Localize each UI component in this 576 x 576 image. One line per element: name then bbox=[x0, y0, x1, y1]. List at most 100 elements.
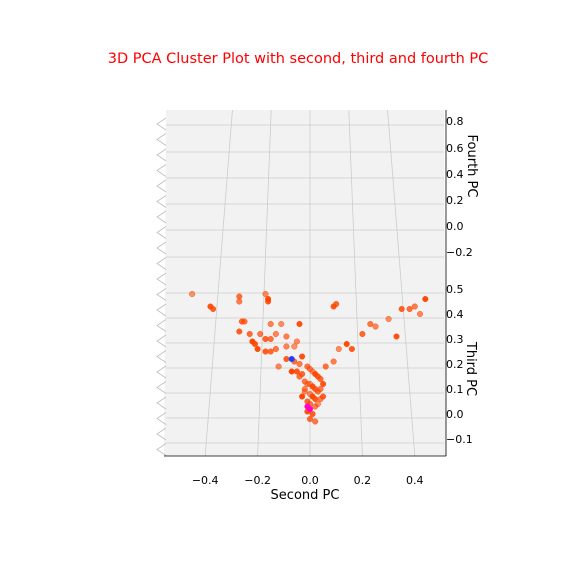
left-wall-stripe bbox=[156, 133, 167, 146]
left-wall-stripe bbox=[156, 241, 167, 255]
data-point bbox=[267, 336, 274, 343]
data-point-blue bbox=[288, 356, 295, 363]
y-tick-label: −0.1 bbox=[446, 433, 473, 446]
data-point bbox=[330, 358, 337, 365]
chart-title: 3D PCA Cluster Plot with second, third a… bbox=[108, 51, 489, 67]
left-wall-stripe bbox=[156, 164, 167, 177]
data-point bbox=[291, 343, 298, 350]
data-point bbox=[367, 321, 374, 328]
data-point bbox=[296, 321, 303, 328]
data-point bbox=[372, 323, 379, 330]
x-tick-label: 0.4 bbox=[406, 474, 424, 487]
data-point bbox=[293, 368, 300, 375]
left-wall-stripe bbox=[156, 257, 167, 270]
left-wall-stripe bbox=[156, 210, 167, 224]
data-point bbox=[301, 388, 308, 395]
data-point bbox=[262, 291, 269, 298]
data-point bbox=[411, 303, 418, 310]
data-point bbox=[312, 418, 319, 425]
grid-lines bbox=[166, 109, 444, 457]
y-tick-label: 0.4 bbox=[446, 308, 464, 321]
y-tick-label: 0.2 bbox=[446, 358, 464, 371]
data-point-magenta bbox=[307, 406, 314, 413]
data-point bbox=[283, 343, 290, 350]
data-point bbox=[406, 306, 413, 313]
data-point bbox=[299, 393, 306, 400]
data-point bbox=[385, 316, 392, 323]
data-point bbox=[272, 331, 279, 338]
left-wall-stripe bbox=[156, 365, 167, 379]
x-tick-label: 0.0 bbox=[301, 474, 319, 487]
y-tick-label: 0.1 bbox=[446, 383, 464, 396]
data-point bbox=[236, 328, 243, 335]
data-point bbox=[307, 416, 314, 423]
left-wall-stripe bbox=[156, 319, 167, 332]
z-tick-label: 0.4 bbox=[446, 168, 464, 181]
data-point bbox=[333, 301, 340, 308]
x-axis-label: Second PC bbox=[271, 488, 340, 503]
data-point bbox=[236, 293, 243, 300]
y-tick-labels: 0.5 0.4 0.3 0.2 0.1 0.0 −0.1 bbox=[446, 283, 473, 446]
data-point bbox=[309, 411, 316, 418]
data-point bbox=[278, 321, 285, 328]
data-point bbox=[343, 341, 350, 348]
data-point bbox=[288, 368, 295, 375]
left-wall-stripe bbox=[156, 443, 167, 456]
data-point bbox=[257, 331, 264, 338]
data-point bbox=[241, 318, 248, 325]
back-pane bbox=[164, 110, 446, 456]
left-wall-stripe bbox=[156, 412, 167, 425]
data-point bbox=[267, 348, 274, 355]
data-point bbox=[254, 346, 261, 353]
data-point bbox=[283, 333, 290, 340]
left-wall-stripe bbox=[156, 396, 167, 410]
data-point bbox=[417, 311, 424, 318]
data-point bbox=[246, 331, 253, 338]
data-point bbox=[317, 386, 324, 393]
left-wall-stripe bbox=[156, 272, 167, 286]
data-point bbox=[275, 363, 282, 370]
z-tick-label: 0.8 bbox=[446, 115, 464, 128]
left-wall-stripe bbox=[156, 195, 167, 208]
data-point bbox=[251, 341, 258, 348]
left-wall bbox=[156, 117, 167, 456]
y-axis-label: Third PC bbox=[463, 341, 478, 396]
left-wall-stripe bbox=[156, 427, 167, 441]
data-point bbox=[262, 348, 269, 355]
z-tick-label: −0.2 bbox=[446, 246, 473, 259]
vertical-grid-line bbox=[348, 109, 363, 457]
left-wall-stripe bbox=[156, 334, 167, 348]
data-point bbox=[236, 298, 243, 305]
data-point bbox=[299, 353, 306, 360]
vertical-grid-line bbox=[387, 109, 416, 457]
data-point bbox=[398, 306, 405, 313]
x-tick-label: −0.2 bbox=[244, 474, 271, 487]
data-point bbox=[293, 338, 300, 345]
data-point bbox=[262, 336, 269, 343]
z-tick-labels: 0.8 0.6 0.4 0.2 0.0 −0.2 bbox=[446, 115, 473, 259]
x-tick-label: 0.2 bbox=[354, 474, 372, 487]
left-wall-stripe bbox=[156, 179, 167, 193]
x-tick-label: −0.4 bbox=[192, 474, 219, 487]
data-point bbox=[189, 291, 196, 298]
left-wall-stripe bbox=[156, 303, 167, 317]
vertical-grid-line bbox=[204, 109, 233, 457]
left-wall-stripe bbox=[156, 288, 167, 301]
left-wall-stripe bbox=[156, 350, 167, 363]
data-point bbox=[314, 401, 321, 408]
data-point bbox=[335, 346, 342, 353]
y-tick-label: 0.3 bbox=[446, 333, 464, 346]
data-point bbox=[422, 296, 429, 303]
data-point bbox=[317, 396, 324, 403]
vertical-grid-line bbox=[257, 109, 272, 457]
left-wall-stripe bbox=[156, 381, 167, 394]
left-wall-stripe bbox=[156, 226, 167, 239]
data-point bbox=[322, 363, 329, 370]
left-wall-stripe bbox=[156, 148, 167, 162]
data-point bbox=[359, 331, 366, 338]
data-point bbox=[296, 373, 303, 380]
data-point bbox=[393, 333, 400, 340]
data-point bbox=[210, 306, 217, 313]
